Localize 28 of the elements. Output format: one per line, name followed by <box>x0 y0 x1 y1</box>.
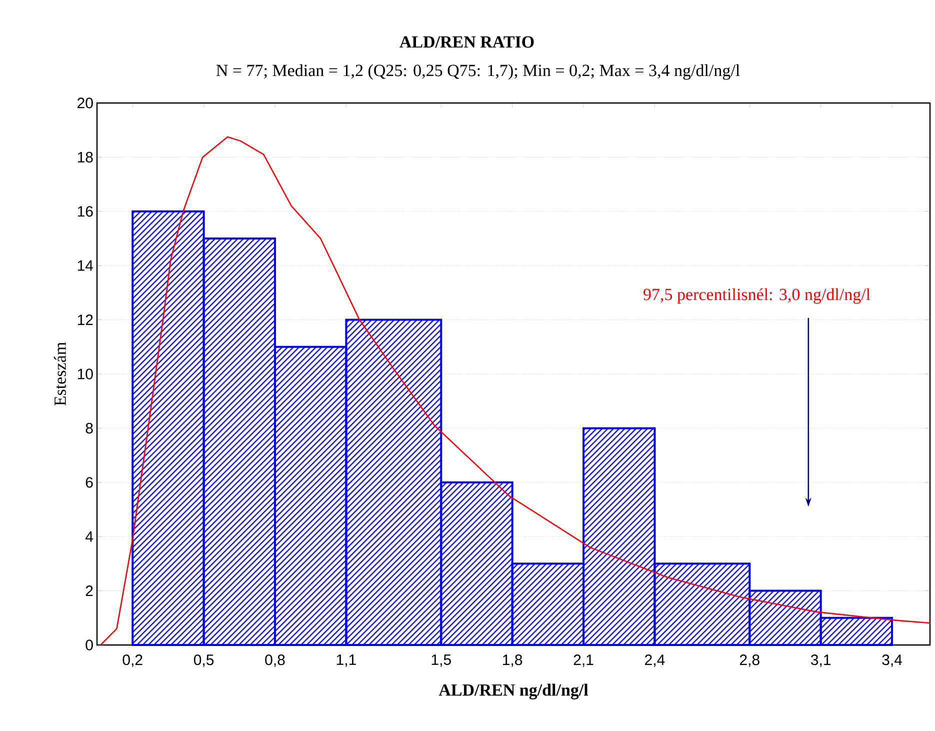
x-tick-label: 3,1 <box>810 654 831 667</box>
y-tick-label: 10 <box>78 368 93 380</box>
y-tick-label: 2 <box>86 586 93 596</box>
x-axis-title: ALD/REN ng/dl/ng/l <box>438 684 588 700</box>
y-tick-label: 8 <box>86 422 93 434</box>
x-tick-label: 1,5 <box>432 654 451 667</box>
chart-title: ALD/REN RATIO <box>400 36 534 48</box>
y-tick-label: 0 <box>86 640 93 650</box>
x-tick-label: 2,8 <box>740 654 760 667</box>
y-tick-label: 4 <box>85 531 94 542</box>
x-tick-label: 1,8 <box>503 654 522 667</box>
x-tick-label: 0,2 <box>122 654 142 667</box>
line-series <box>100 136 931 646</box>
x-tick-label: 0,8 <box>265 654 285 667</box>
y-tick-label: 12 <box>78 314 93 326</box>
y-tick-label: 6 <box>86 477 93 488</box>
x-tick-label: 2,1 <box>574 654 594 667</box>
chart-subtitle: N = 77; Median = 1,2 (Q25: 0,25 Q75: 1,7); Min = 0,2; Max = 3,4 ng/dl/ng/l <box>216 64 740 80</box>
annotation: 97,5 percentilisnél: 3,0 ng/dl/ng/l <box>644 288 870 304</box>
x-tick-label: 3,4 <box>882 654 902 667</box>
x-tick-label: 2,4 <box>645 654 665 667</box>
y-tick-label: 16 <box>78 206 93 217</box>
y-tick-label: 14 <box>78 260 94 271</box>
y-axis-title: Esteszám <box>54 342 66 406</box>
y-tick-label: 20 <box>78 98 93 108</box>
x-tick-label: 1,1 <box>336 654 356 667</box>
x-tick-label: 0,5 <box>194 654 214 667</box>
y-tick-label: 18 <box>78 152 93 162</box>
